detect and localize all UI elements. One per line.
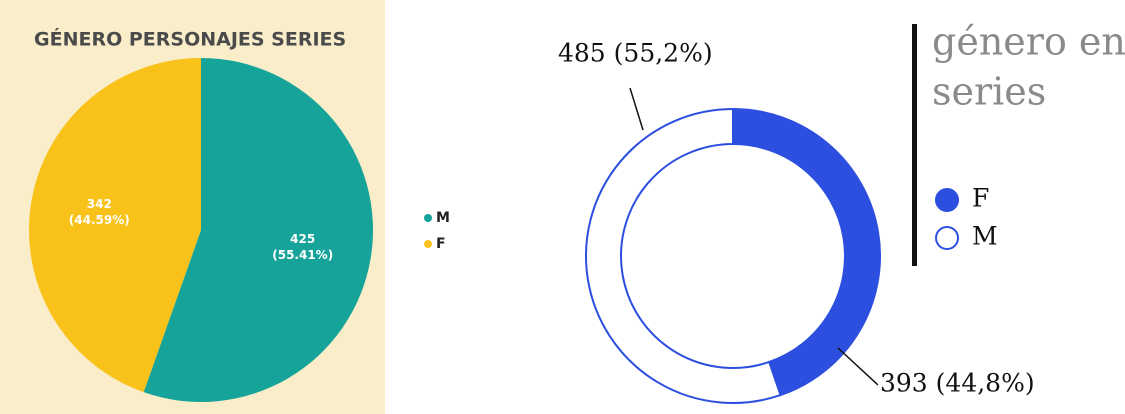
leader-line [629, 87, 644, 131]
slice [732, 107, 881, 397]
slice [28, 58, 201, 393]
leader-line [837, 347, 879, 386]
legend-swatch [424, 240, 432, 248]
chart-title: género en [932, 20, 1125, 64]
slice [585, 107, 782, 404]
legend-label: F [436, 236, 446, 252]
data-label: 393 (44,8%) [880, 369, 1035, 398]
data-label: (55.41%) [272, 248, 333, 262]
legend-label: F [972, 184, 989, 213]
legend-label: M [972, 222, 998, 251]
data-label: 485 (55,2%) [558, 39, 713, 68]
legend-swatch [424, 214, 432, 222]
legend-swatch [935, 226, 959, 250]
chart-title: GÉNERO PERSONAJES SERIES [34, 28, 346, 51]
title-bar [912, 24, 917, 266]
data-label: 342 [87, 197, 112, 211]
data-label: 425 [290, 232, 315, 246]
data-label: (44.59%) [69, 213, 130, 227]
legend-swatch [935, 188, 959, 212]
legend-label: M [436, 210, 450, 226]
slice [143, 58, 373, 402]
chart-title: series [932, 70, 1046, 114]
